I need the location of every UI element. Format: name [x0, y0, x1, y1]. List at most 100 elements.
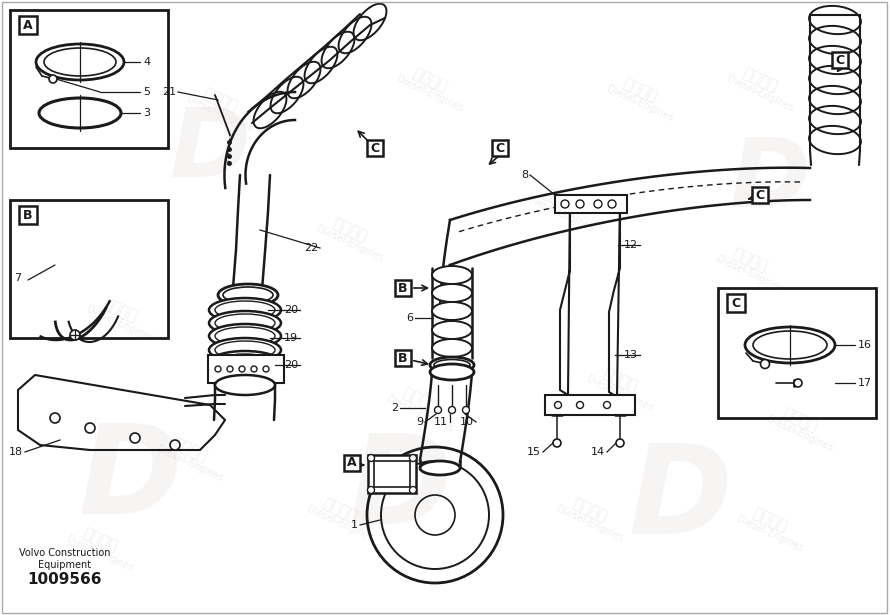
Text: 4: 4: [143, 57, 150, 67]
Circle shape: [368, 454, 375, 461]
Text: B: B: [398, 282, 408, 295]
Text: D: D: [628, 440, 732, 560]
Text: 10: 10: [460, 417, 474, 427]
Text: Diesel-Engines: Diesel-Engines: [525, 194, 595, 234]
Bar: [718, 288, 876, 418]
Text: Diesel-Engines: Diesel-Engines: [305, 504, 375, 544]
Ellipse shape: [218, 284, 278, 306]
Ellipse shape: [209, 298, 281, 322]
Circle shape: [409, 486, 417, 493]
Bar: [752, 187, 768, 203]
Text: 紫发动力: 紫发动力: [330, 215, 369, 245]
Circle shape: [608, 200, 616, 208]
Text: 22: 22: [303, 243, 318, 253]
Circle shape: [561, 200, 569, 208]
Ellipse shape: [432, 302, 472, 320]
Circle shape: [170, 440, 180, 450]
Text: Volvo Construction
Equipment: Volvo Construction Equipment: [20, 548, 110, 569]
Circle shape: [603, 402, 611, 408]
Text: C: C: [732, 296, 740, 309]
Bar: [368, 455, 416, 493]
Text: D: D: [170, 103, 250, 197]
Ellipse shape: [209, 351, 281, 375]
Bar: [832, 52, 848, 68]
Text: 紫发动力: 紫发动力: [170, 435, 210, 464]
Ellipse shape: [209, 324, 281, 348]
Bar: [727, 294, 745, 312]
Text: 紫发动力: 紫发动力: [620, 76, 659, 105]
Circle shape: [463, 407, 470, 413]
Circle shape: [794, 379, 802, 387]
Ellipse shape: [432, 339, 472, 357]
Text: Diesel-Engines: Diesel-Engines: [395, 74, 465, 114]
Text: Diesel-Engines: Diesel-Engines: [85, 304, 155, 344]
Text: 15: 15: [527, 447, 541, 457]
Circle shape: [434, 407, 441, 413]
Text: Diesel-Engines: Diesel-Engines: [715, 254, 785, 294]
Circle shape: [227, 366, 233, 372]
Text: 6: 6: [406, 313, 413, 323]
Ellipse shape: [209, 311, 281, 335]
Text: Diesel-Engines: Diesel-Engines: [765, 414, 835, 454]
Text: 紫发动力: 紫发动力: [740, 65, 780, 95]
Text: D: D: [78, 419, 182, 541]
Ellipse shape: [432, 284, 472, 302]
Bar: [367, 140, 383, 156]
Circle shape: [251, 366, 257, 372]
Text: 紫发动力: 紫发动力: [570, 496, 610, 525]
Text: C: C: [496, 141, 505, 154]
Text: 21: 21: [162, 87, 176, 97]
Bar: [19, 16, 37, 34]
Circle shape: [553, 439, 561, 447]
Circle shape: [554, 402, 562, 408]
Ellipse shape: [209, 338, 281, 362]
Text: 13: 13: [624, 350, 638, 360]
Text: D: D: [730, 133, 811, 226]
Text: 紫发动力: 紫发动力: [200, 85, 239, 114]
Text: 紫发动力: 紫发动力: [600, 365, 640, 394]
Text: Diesel-Engines: Diesel-Engines: [385, 394, 455, 434]
Text: Diesel-Engines: Diesel-Engines: [735, 514, 805, 554]
Text: 18: 18: [9, 447, 23, 457]
Circle shape: [577, 402, 584, 408]
Ellipse shape: [215, 375, 275, 395]
Circle shape: [449, 407, 456, 413]
Circle shape: [594, 200, 602, 208]
Text: A: A: [347, 456, 357, 469]
Circle shape: [85, 423, 95, 433]
Bar: [10, 10, 168, 148]
Text: Diesel-Engines: Diesel-Engines: [555, 504, 625, 544]
Text: 1: 1: [351, 520, 358, 530]
Text: 19: 19: [284, 333, 298, 343]
Circle shape: [409, 454, 417, 461]
Text: 紫发动力: 紫发动力: [80, 525, 120, 555]
Bar: [19, 206, 37, 224]
Circle shape: [50, 413, 60, 423]
Text: Diesel-Engines: Diesel-Engines: [185, 94, 255, 134]
Text: D: D: [348, 429, 452, 550]
Text: 7: 7: [14, 273, 21, 283]
Bar: [545, 395, 635, 415]
Ellipse shape: [430, 364, 474, 380]
Text: 8: 8: [521, 170, 528, 180]
Circle shape: [616, 439, 624, 447]
Text: 紫发动力: 紫发动力: [400, 386, 440, 415]
Text: 紫发动力: 紫发动力: [410, 65, 449, 95]
Bar: [555, 195, 627, 213]
Ellipse shape: [432, 321, 472, 339]
Text: Diesel-Engines: Diesel-Engines: [155, 444, 225, 484]
Bar: [344, 455, 360, 471]
Text: Diesel-Engines: Diesel-Engines: [65, 534, 135, 574]
Circle shape: [130, 433, 140, 443]
Text: C: C: [756, 189, 765, 202]
Text: 5: 5: [143, 87, 150, 97]
Text: 1009566: 1009566: [28, 572, 102, 587]
Circle shape: [576, 200, 584, 208]
Text: 紫发动力: 紫发动力: [731, 245, 770, 274]
Text: 紫发动力: 紫发动力: [750, 506, 789, 534]
Text: 3: 3: [143, 108, 150, 118]
Text: B: B: [398, 352, 408, 365]
Bar: [492, 140, 508, 156]
Text: 紫发动力: 紫发动力: [101, 295, 140, 325]
Text: Diesel-Engines: Diesel-Engines: [725, 74, 795, 114]
